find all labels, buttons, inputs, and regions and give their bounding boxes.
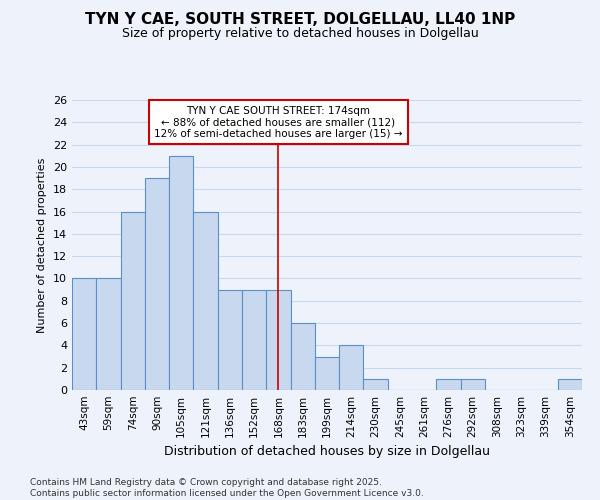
Bar: [461, 379, 485, 390]
Y-axis label: Number of detached properties: Number of detached properties: [37, 158, 47, 332]
Bar: [558, 379, 582, 390]
Text: TYN Y CAE, SOUTH STREET, DOLGELLAU, LL40 1NP: TYN Y CAE, SOUTH STREET, DOLGELLAU, LL40…: [85, 12, 515, 28]
X-axis label: Distribution of detached houses by size in Dolgellau: Distribution of detached houses by size …: [164, 446, 490, 458]
Bar: [72, 278, 96, 390]
Text: Contains HM Land Registry data © Crown copyright and database right 2025.
Contai: Contains HM Land Registry data © Crown c…: [30, 478, 424, 498]
Bar: [364, 379, 388, 390]
Text: Size of property relative to detached houses in Dolgellau: Size of property relative to detached ho…: [122, 28, 478, 40]
Text: TYN Y CAE SOUTH STREET: 174sqm
← 88% of detached houses are smaller (112)
12% of: TYN Y CAE SOUTH STREET: 174sqm ← 88% of …: [154, 106, 403, 139]
Bar: [242, 290, 266, 390]
Bar: [339, 346, 364, 390]
Bar: [121, 212, 145, 390]
Bar: [169, 156, 193, 390]
Bar: [290, 323, 315, 390]
Bar: [96, 278, 121, 390]
Bar: [315, 356, 339, 390]
Bar: [193, 212, 218, 390]
Bar: [218, 290, 242, 390]
Bar: [145, 178, 169, 390]
Bar: [436, 379, 461, 390]
Bar: [266, 290, 290, 390]
